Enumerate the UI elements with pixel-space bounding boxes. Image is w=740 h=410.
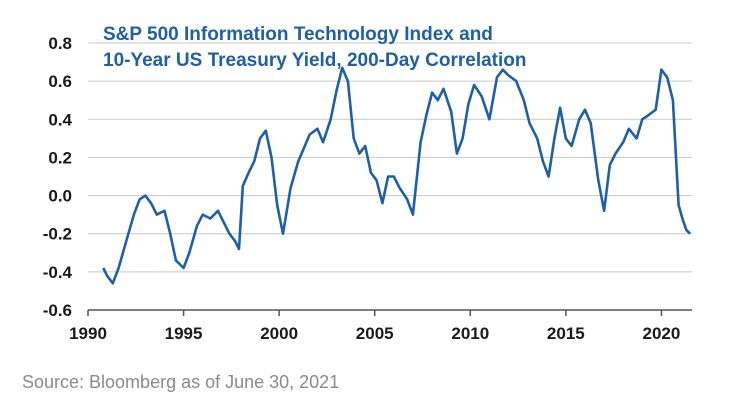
gridlines xyxy=(88,42,692,273)
y-axis-ticks: 0.8 0.6 0.4 0.2 0.0 -0.2 -0.4 -0.6 xyxy=(43,34,73,320)
chart: 0.8 0.6 0.4 0.2 0.0 -0.2 -0.4 -0.6 1990 1995 2000… xyxy=(43,24,692,343)
correlation-series-line xyxy=(102,66,692,285)
x-tick-label: 2015 xyxy=(547,324,585,343)
x-tick-label: 2020 xyxy=(643,324,681,343)
y-tick-label: 0.2 xyxy=(48,148,72,167)
y-tick-label: -0.2 xyxy=(43,225,72,244)
chart-title-line-1: S&P 500 Information Technology Index and xyxy=(103,24,493,45)
x-tick-label: 2005 xyxy=(356,324,394,343)
chart-title-line-2: 10-Year US Treasury Yield, 200-Day Corre… xyxy=(103,50,526,71)
source-note: Source: Bloomberg as of June 30, 2021 xyxy=(22,372,340,392)
x-tick-label: 1990 xyxy=(69,324,107,343)
x-tick-label: 1995 xyxy=(165,324,203,343)
y-tick-label: 0.6 xyxy=(48,72,72,91)
y-tick-label: 0.4 xyxy=(48,110,72,129)
y-tick-label: -0.6 xyxy=(43,301,72,320)
x-axis-ticks: 1990 1995 2000 2005 2010 2015 2020 xyxy=(69,310,680,343)
y-tick-label: 0.8 xyxy=(48,34,72,53)
x-tick-label: 2000 xyxy=(260,324,298,343)
y-tick-label: -0.4 xyxy=(43,263,73,282)
y-tick-label: 0.0 xyxy=(48,187,72,206)
x-tick-label: 2010 xyxy=(451,324,489,343)
